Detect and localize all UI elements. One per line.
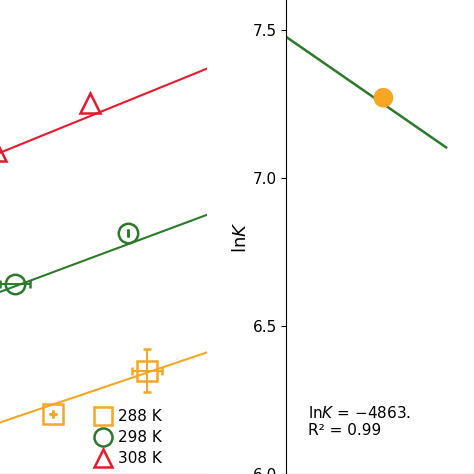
Text: ln$\it{K}$ = −4863.
R² = 0.99: ln$\it{K}$ = −4863. R² = 0.99 — [308, 405, 411, 438]
Point — [380, 94, 387, 101]
Y-axis label: ln$\it{K}$: ln$\it{K}$ — [232, 221, 250, 253]
Legend: 288 K, 298 K, 308 K: 288 K, 298 K, 308 K — [89, 403, 168, 473]
